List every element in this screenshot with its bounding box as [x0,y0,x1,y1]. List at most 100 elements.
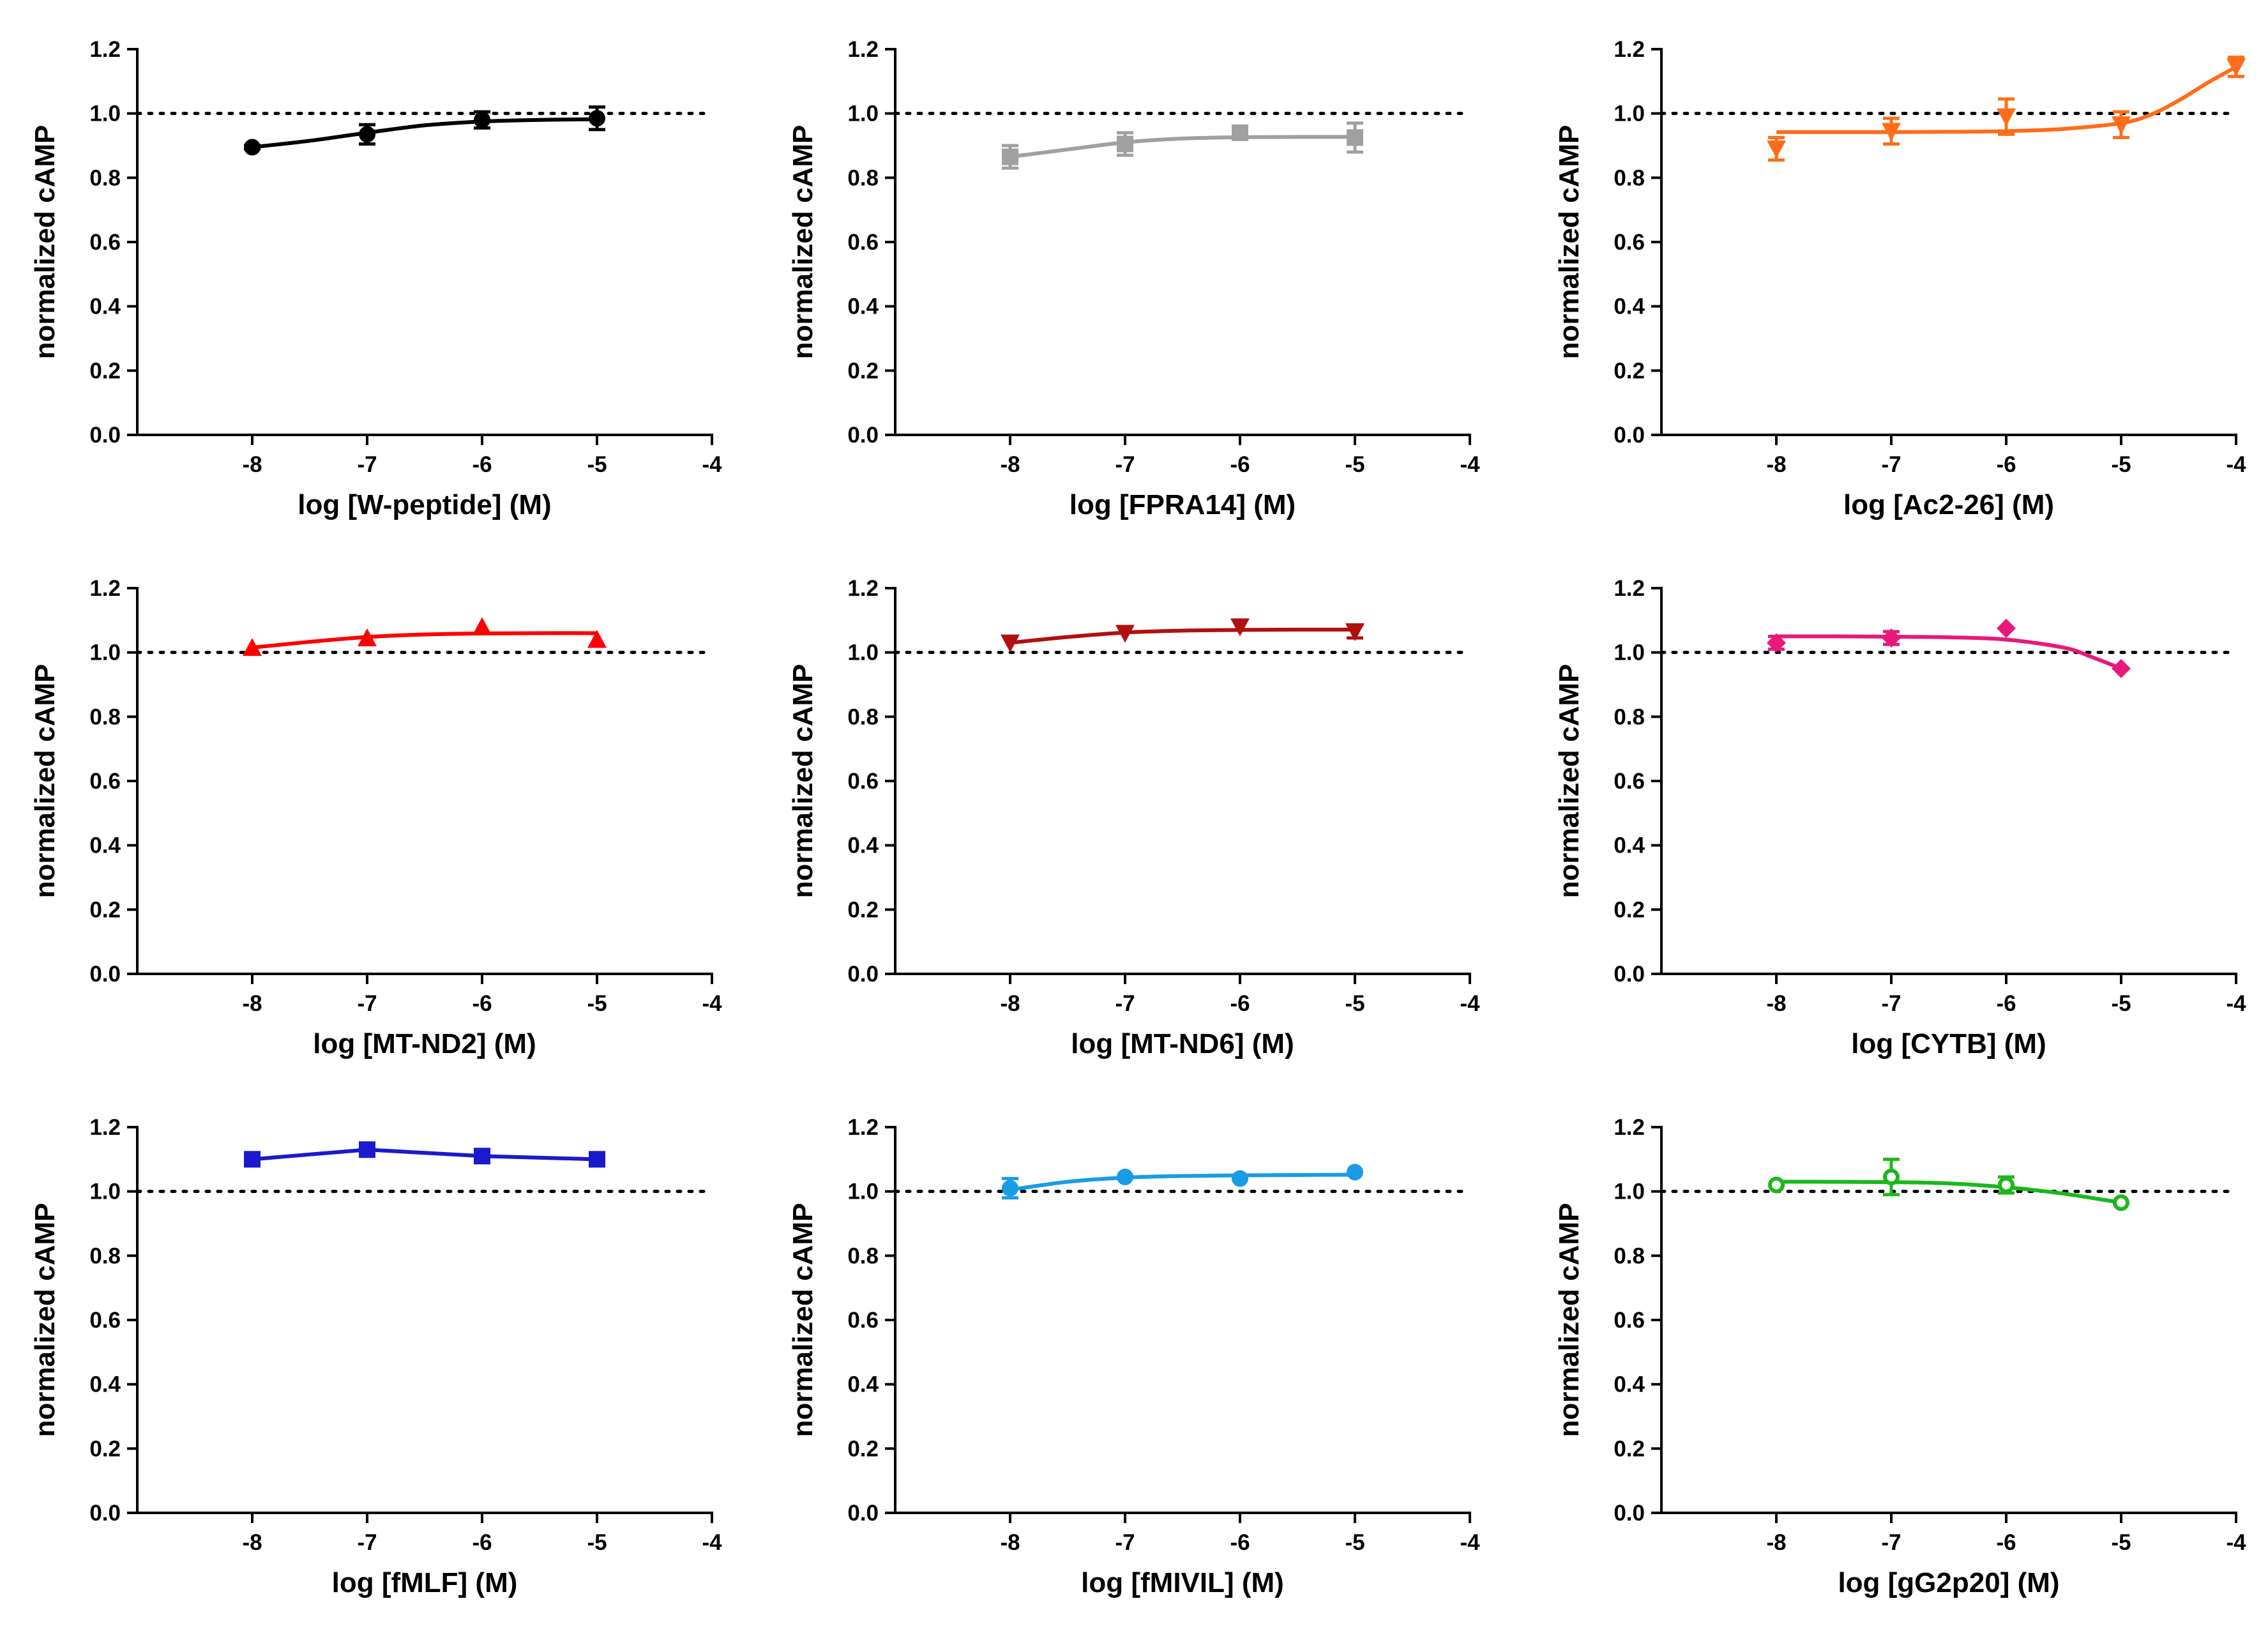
y-tick-label: 0.6 [847,769,879,794]
x-tick-label: -7 [357,991,377,1016]
y-tick-label: 1.0 [1614,641,1645,665]
x-tick-label: -8 [242,991,262,1016]
data-point [589,1151,605,1168]
x-axis-title: log [fMIVIL] (M) [1081,1567,1284,1598]
y-tick-label: 0.8 [1614,704,1645,729]
x-tick-label: -5 [2111,452,2131,477]
y-axis-title: normalized cAMP [787,125,819,360]
x-tick-label: -5 [1345,452,1365,477]
x-tick-label: -5 [1345,991,1365,1016]
y-tick-label: 0.8 [847,1243,879,1268]
y-tick-label: 0.0 [89,962,121,987]
y-tick-label: 0.2 [847,1436,879,1461]
y-tick-label: 0.8 [847,704,879,729]
x-tick-label: -6 [472,991,492,1016]
y-tick-label: 0.8 [847,165,879,190]
data-point [472,617,492,635]
data-point [358,628,377,647]
data-point [359,126,375,143]
fit-curve [252,1148,598,1162]
data-point [1232,124,1248,141]
y-tick-label: 0.0 [847,962,879,987]
x-axis-title: log [CYTB] (M) [1851,1028,2046,1059]
fit-curve [1009,1172,1356,1192]
x-tick-label: -6 [1230,452,1250,477]
y-tick-label: 0.4 [847,1372,879,1397]
y-axis-title: normalized cAMP [29,1203,61,1438]
y-tick-label: 0.2 [1614,1436,1645,1461]
data-point [1230,618,1250,637]
y-tick-label: 0.2 [847,897,879,922]
data-point [1768,1176,1785,1194]
data-point [1115,625,1135,643]
data-point [1117,135,1133,153]
x-tick-label: -8 [242,1530,262,1555]
y-tick-label: 0.4 [1614,1372,1645,1397]
x-tick-label: -7 [1881,991,1901,1016]
x-tick-label: -4 [1460,452,1480,477]
fit-curve [1009,135,1356,159]
y-tick-label: 0.6 [89,230,121,255]
y-axis-title: normalized cAMP [787,1203,819,1438]
y-tick-label: 0.8 [1614,165,1645,190]
y-tick-label: 1.2 [1614,37,1645,62]
fit-curve [1776,65,2237,134]
data-point [1347,1164,1363,1181]
data-point [1117,1169,1133,1186]
data-point [1001,634,1020,653]
x-axis-title: log [FPRA14] (M) [1070,489,1296,520]
y-tick-label: 0.8 [89,704,121,729]
y-tick-label: 1.2 [847,37,879,62]
fit-curve [1776,634,2122,671]
y-tick-label: 0.6 [1614,769,1645,794]
x-tick-label: -6 [1996,1530,2016,1555]
data-point [2226,58,2246,77]
x-tick-label: -5 [587,452,607,477]
data-point [474,1148,490,1165]
y-tick-label: 1.2 [1614,1115,1645,1140]
x-tick-label: -7 [1881,1530,1901,1555]
y-tick-label: 0.0 [89,423,121,448]
data-point [1882,628,1901,648]
x-tick-label: -7 [1115,991,1135,1016]
x-tick-label: -4 [1460,1530,1480,1555]
y-axis-title: normalized cAMP [787,664,819,899]
x-tick-label: -5 [1345,1530,1365,1555]
x-tick-label: -8 [1000,452,1020,477]
data-point [244,139,261,156]
data-point [1767,633,1786,653]
x-tick-label: -7 [1115,1530,1135,1555]
y-tick-label: 1.2 [847,576,879,601]
y-tick-label: 1.0 [1614,1180,1645,1204]
y-axis-title: normalized cAMP [29,125,61,360]
data-point [474,111,490,128]
fit-curve [1776,1180,2122,1205]
y-tick-label: 1.0 [89,641,121,665]
chart-panel-5: 0.0 0.2 0.4 0.6 0.8 1.0 1.2 -8 -7 -6 -5 -4 log [MT-N… [787,576,1480,1059]
data-point [1345,623,1365,641]
y-tick-label: 1.0 [847,1180,879,1204]
x-tick-label: -4 [2226,1530,2246,1555]
x-tick-label: -5 [587,991,607,1016]
y-tick-label: 1.2 [89,576,121,601]
x-tick-label: -8 [242,452,262,477]
y-tick-label: 0.0 [847,1501,879,1526]
x-tick-label: -7 [357,452,377,477]
y-tick-label: 0.0 [1614,962,1645,987]
data-point [1002,1180,1018,1197]
data-point [2112,116,2131,135]
x-tick-label: -6 [1230,1530,1250,1555]
chart-panel-6: 0.0 0.2 0.4 0.6 0.8 1.0 1.2 -8 -7 -6 -5 -4 log [CYTB… [1554,576,2246,1059]
x-tick-label: -8 [1766,991,1786,1016]
y-tick-label: 0.4 [847,833,879,858]
y-tick-label: 1.0 [89,102,121,126]
y-tick-label: 0.2 [1614,897,1645,922]
y-tick-label: 0.8 [89,1243,121,1268]
x-tick-label: -4 [702,452,722,477]
x-tick-label: -4 [2226,991,2246,1016]
y-tick-label: 0.4 [89,833,121,858]
x-tick-label: -4 [702,991,722,1016]
y-tick-label: 0.6 [1614,230,1645,255]
x-tick-label: -8 [1766,452,1786,477]
chart-panel-8: 0.0 0.2 0.4 0.6 0.8 1.0 1.2 -8 -7 -6 -5 -4 log [fMIV… [787,1115,1480,1598]
